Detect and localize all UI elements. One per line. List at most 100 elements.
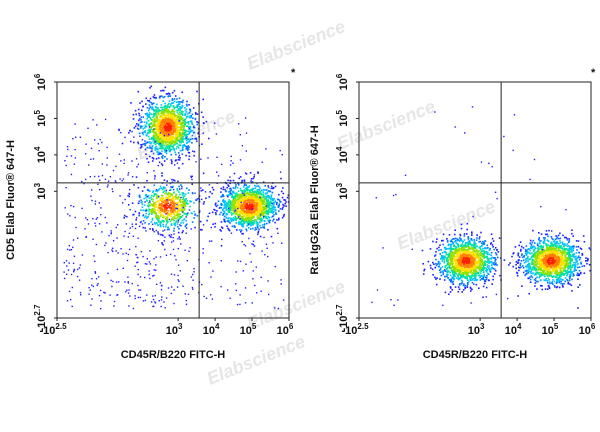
event-dot bbox=[161, 296, 162, 297]
event-dot bbox=[173, 130, 175, 132]
event-dot bbox=[212, 298, 213, 299]
event-dot bbox=[230, 180, 232, 182]
event-dot bbox=[493, 249, 495, 251]
event-dot bbox=[141, 144, 143, 146]
event-dot bbox=[167, 106, 169, 108]
event-dot bbox=[174, 129, 176, 131]
event-dot bbox=[222, 196, 224, 198]
event-dot bbox=[171, 154, 173, 156]
event-dot bbox=[206, 298, 207, 299]
event-dot bbox=[192, 280, 193, 281]
event-dot bbox=[162, 148, 164, 150]
event-dot bbox=[111, 232, 112, 233]
event-dot bbox=[104, 245, 105, 246]
event-dot bbox=[424, 269, 426, 271]
event-dot bbox=[148, 129, 150, 131]
event-dot bbox=[269, 220, 271, 222]
event-dot bbox=[124, 199, 125, 200]
event-dot bbox=[149, 138, 151, 140]
event-dot bbox=[480, 252, 482, 254]
event-dot bbox=[158, 109, 160, 111]
event-dot bbox=[158, 240, 159, 241]
event-dot bbox=[179, 122, 181, 124]
event-dot bbox=[241, 191, 243, 193]
event-dot bbox=[249, 253, 250, 254]
event-dot bbox=[221, 226, 223, 228]
event-dot bbox=[515, 264, 517, 266]
event-dot bbox=[119, 154, 120, 155]
event-dot bbox=[196, 141, 198, 143]
event-dot bbox=[498, 251, 500, 253]
event-dot bbox=[271, 205, 273, 207]
event-dot bbox=[170, 140, 172, 142]
event-dot bbox=[173, 289, 174, 290]
event-dot bbox=[157, 134, 159, 136]
event-dot bbox=[239, 294, 240, 295]
event-dot bbox=[113, 240, 114, 241]
event-dot bbox=[249, 185, 251, 187]
event-dot bbox=[206, 220, 208, 222]
event-dot bbox=[161, 289, 162, 290]
event-dot bbox=[133, 114, 135, 116]
event-dot bbox=[179, 214, 181, 216]
event-dot bbox=[247, 200, 249, 202]
event-dot bbox=[150, 98, 152, 100]
event-dot bbox=[267, 280, 268, 281]
event-dot bbox=[442, 244, 444, 246]
event-dot bbox=[178, 265, 179, 266]
event-dot bbox=[183, 198, 185, 200]
event-dot bbox=[158, 196, 159, 197]
event-dot bbox=[487, 261, 489, 263]
event-dot bbox=[246, 132, 247, 133]
event-dot bbox=[186, 104, 188, 106]
event-dot bbox=[285, 199, 287, 201]
event-dot bbox=[153, 306, 154, 307]
event-dot bbox=[254, 285, 255, 286]
event-dot bbox=[265, 208, 267, 210]
event-dot bbox=[212, 212, 214, 214]
event-dot bbox=[161, 175, 163, 177]
watermark-text: Elabscience bbox=[244, 276, 348, 334]
event-dot bbox=[278, 194, 280, 196]
event-dot bbox=[180, 222, 182, 224]
event-dot bbox=[253, 241, 254, 242]
event-dot bbox=[254, 222, 256, 224]
event-dot bbox=[242, 224, 244, 226]
event-dot bbox=[85, 237, 86, 238]
event-dot bbox=[146, 294, 147, 295]
event-dot bbox=[167, 144, 169, 146]
event-dot bbox=[259, 225, 261, 227]
event-dot bbox=[174, 127, 176, 129]
event-dot bbox=[161, 220, 163, 222]
event-dot bbox=[219, 214, 221, 216]
event-dot bbox=[215, 212, 217, 214]
event-dot bbox=[473, 257, 475, 259]
event-dot bbox=[237, 260, 238, 261]
event-dot bbox=[177, 226, 179, 228]
event-dot bbox=[282, 204, 284, 206]
event-dot bbox=[187, 125, 189, 127]
event-dot bbox=[90, 289, 91, 290]
event-dot bbox=[258, 215, 260, 217]
event-dot bbox=[96, 244, 97, 245]
event-dot bbox=[128, 132, 130, 134]
event-dot bbox=[186, 142, 188, 144]
event-dot bbox=[243, 244, 244, 245]
event-dot bbox=[174, 223, 176, 225]
event-dot bbox=[233, 180, 235, 182]
event-dot bbox=[212, 270, 213, 271]
event-dot bbox=[130, 102, 132, 104]
event-dot bbox=[109, 294, 110, 295]
event-dot bbox=[208, 138, 210, 140]
event-dot bbox=[178, 220, 179, 221]
event-dot bbox=[196, 124, 198, 126]
event-dot bbox=[241, 230, 243, 232]
event-dot bbox=[255, 227, 257, 229]
event-dot bbox=[171, 215, 173, 217]
event-dot bbox=[444, 258, 446, 260]
event-dot bbox=[182, 131, 184, 133]
event-dot bbox=[168, 148, 170, 150]
event-dot bbox=[190, 110, 192, 112]
event-dot bbox=[234, 188, 236, 190]
event-dot bbox=[155, 109, 157, 111]
